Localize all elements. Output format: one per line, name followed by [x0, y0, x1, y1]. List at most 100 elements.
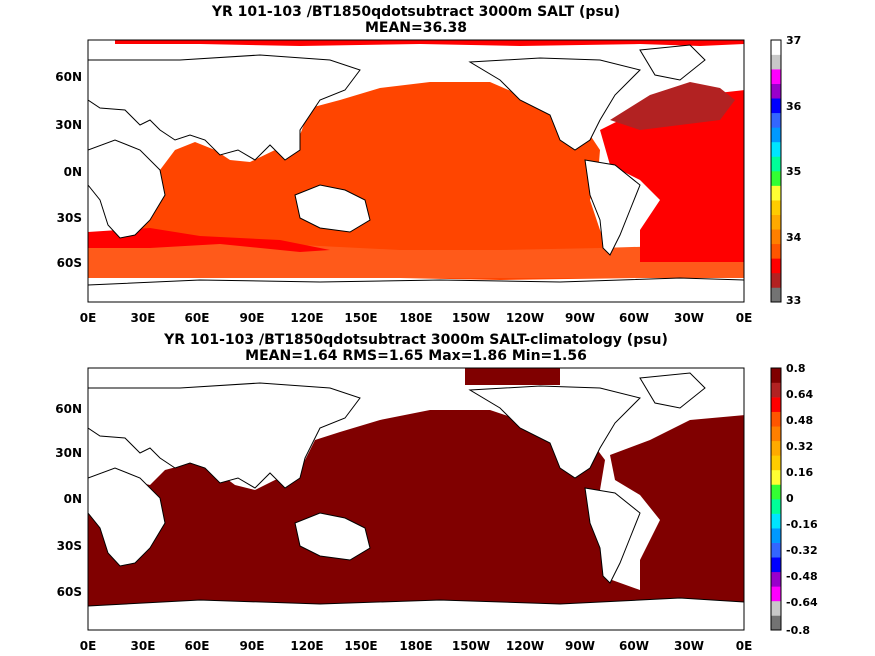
top-colorbar-label: 36 [786, 100, 802, 113]
bottom-lon-ticks: 0E 30E 60E 90E 120E 150E 180E 150W 120W … [80, 639, 753, 653]
bottom-land-australia [294, 512, 371, 561]
top-land-africa [88, 139, 166, 239]
colorbar-frame [770, 367, 782, 631]
bottom-colorbar-label: 0.64 [786, 388, 813, 401]
bottom-colorbar-label: -0.8 [786, 624, 810, 637]
bottom-colorbar-labels: 0.8 0.64 0.48 0.32 0.16 0 -0.16 -0.32 -0… [786, 362, 818, 637]
bottom-lon-label: 60W [619, 639, 649, 653]
bottom-lon-label: 0E [736, 639, 753, 653]
top-colorbar-label: 34 [786, 231, 802, 244]
bottom-lon-label: 30W [674, 639, 704, 653]
colorbar-swatch [771, 258, 781, 274]
colorbar-swatch [771, 455, 781, 471]
bottom-colorbar-label: -0.32 [786, 544, 818, 557]
colorbar-swatch [771, 513, 781, 529]
top-lon-label: 60E [185, 311, 210, 325]
bottom-ocean-fill [88, 410, 640, 606]
bottom-colorbar-label: 0.8 [786, 362, 806, 375]
top-lon-label: 120E [290, 311, 323, 325]
top-colorbar-labels: 37 36 35 34 33 [786, 34, 802, 307]
top-land-north-america [468, 57, 641, 151]
bottom-lon-label: 30E [131, 639, 156, 653]
colorbar-swatch [771, 83, 781, 99]
bottom-lon-label: 150E [344, 639, 377, 653]
top-lon-label: 90W [565, 311, 595, 325]
top-map-title: YR 101-103 /BT1850qdotsubtract 3000m SAL… [211, 4, 621, 20]
bottom-lat-ticks: 60N 30N 0N 30S 60S [55, 402, 82, 599]
colorbar-swatch [771, 426, 781, 442]
colorbar-swatch [771, 397, 781, 412]
bottom-lon-label: 180E [399, 639, 432, 653]
colorbar-swatch [771, 586, 781, 602]
bottom-land-antarctica [88, 597, 744, 630]
top-lon-label: 150W [452, 311, 490, 325]
colorbar-swatch [771, 557, 781, 573]
top-lon-label: 0E [736, 311, 753, 325]
top-lon-label: 120W [506, 311, 544, 325]
colorbar-swatch [771, 600, 781, 616]
top-north-atlantic-fill [610, 82, 735, 130]
bottom-lon-label: 120E [290, 639, 323, 653]
colorbar-frame [770, 39, 782, 303]
top-atlantic-fill [600, 90, 744, 262]
bottom-lon-label: 120W [506, 639, 544, 653]
bottom-colorbar [770, 367, 782, 631]
colorbar-swatch [771, 469, 781, 485]
bottom-lon-label: 60E [185, 639, 210, 653]
colorbar-swatch [771, 171, 781, 186]
bottom-colorbar-label: -0.64 [786, 596, 818, 609]
bottom-land-eurasia [88, 382, 361, 489]
top-lon-label: 150E [344, 311, 377, 325]
colorbar-swatch [771, 542, 781, 558]
bottom-colorbar-label: 0 [786, 492, 794, 505]
bottom-lat-label: 30N [55, 446, 82, 460]
colorbar-swatch [771, 200, 781, 215]
colorbar-swatch [771, 528, 781, 543]
colorbar-swatch [771, 214, 781, 230]
colorbar-swatch [771, 229, 781, 245]
bottom-colorbar-label: -0.16 [786, 518, 818, 531]
top-colorbar-label: 37 [786, 34, 801, 47]
colorbar-swatch [771, 368, 781, 383]
top-lat-label: 60S [57, 256, 82, 270]
bottom-map [88, 368, 744, 630]
bottom-lon-label: 150W [452, 639, 490, 653]
colorbar-swatch [771, 156, 781, 172]
top-map [88, 40, 744, 302]
colorbar-swatch [771, 484, 781, 500]
top-southern-ocean-fill [88, 238, 744, 278]
bottom-lon-label: 90E [240, 639, 265, 653]
colorbar-swatch [771, 243, 781, 259]
bottom-map-title: YR 101-103 /BT1850qdotsubtract 3000m SAL… [164, 332, 668, 348]
bottom-colorbar-label: 0.48 [786, 414, 813, 427]
colorbar-swatch [771, 98, 781, 114]
colorbar-swatch [771, 185, 781, 201]
top-lat-label: 30S [57, 211, 82, 225]
colorbar-swatch [771, 615, 781, 631]
colorbar-swatch [771, 127, 781, 143]
bottom-map-stats: MEAN=1.64 RMS=1.65 Max=1.86 Min=1.56 [245, 348, 587, 364]
top-lon-ticks: 0E 30E 60E 90E 120E 150E 180E 150W 120W … [80, 311, 753, 325]
colorbar-swatch [771, 382, 781, 398]
top-lat-label: 0N [64, 165, 82, 179]
top-lon-label: 90E [240, 311, 265, 325]
top-colorbar-label: 33 [786, 294, 801, 307]
bottom-lon-label: 0E [80, 639, 97, 653]
colorbar-swatch [771, 272, 781, 288]
bottom-lon-label: 90W [565, 639, 595, 653]
bottom-colorbar-label: 0.16 [786, 466, 813, 479]
bottom-colorbar-label: -0.48 [786, 570, 818, 583]
bottom-lat-label: 0N [64, 492, 82, 506]
colorbar-swatch [771, 54, 781, 70]
top-lon-label: 60W [619, 311, 649, 325]
colorbar-swatch [771, 69, 781, 84]
colorbar-swatch [771, 40, 781, 55]
top-lon-label: 30W [674, 311, 704, 325]
top-land-south-america [584, 159, 641, 256]
bottom-lat-label: 60S [57, 585, 82, 599]
colorbar-swatch [771, 411, 781, 427]
colorbar-swatch [771, 499, 781, 514]
colorbar-swatch [771, 287, 781, 303]
top-land-antarctica [88, 277, 744, 302]
bottom-land-south-america [584, 487, 641, 584]
